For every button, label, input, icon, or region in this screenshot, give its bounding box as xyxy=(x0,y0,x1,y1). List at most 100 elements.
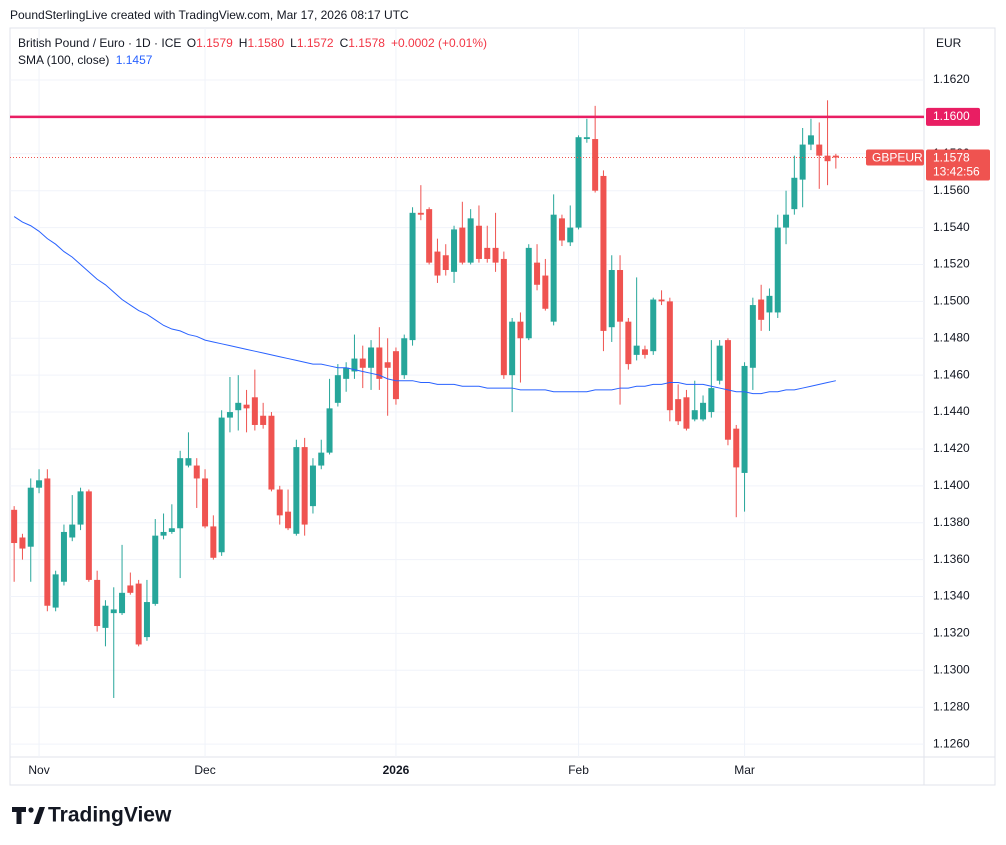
candle-body xyxy=(334,375,341,403)
candle-body xyxy=(202,478,209,527)
candle-body xyxy=(442,255,449,271)
chart-frame xyxy=(9,27,996,786)
candle-body xyxy=(384,362,391,368)
candle-body xyxy=(824,155,831,162)
candle-body xyxy=(774,227,781,313)
candle-body xyxy=(260,415,267,425)
candle-body xyxy=(749,305,756,368)
candle-body xyxy=(52,574,59,608)
candle-body xyxy=(409,212,416,341)
candle-body xyxy=(235,402,242,411)
candle-body xyxy=(592,139,599,191)
candle-body xyxy=(716,345,723,381)
grid xyxy=(10,28,924,757)
candle-body xyxy=(484,247,491,259)
y-tick-label: 1.1300 xyxy=(933,662,970,676)
candle-body xyxy=(251,397,258,425)
y-tick-label: 1.1520 xyxy=(933,257,970,271)
candle-body xyxy=(666,301,673,411)
candle-body xyxy=(376,347,383,379)
ohlc-key: O xyxy=(186,36,197,50)
candle-body xyxy=(85,491,92,580)
candle-body xyxy=(475,225,482,259)
candle-body xyxy=(550,214,557,322)
countdown: 13:42:56 xyxy=(933,165,980,179)
candle-body xyxy=(210,526,217,558)
candle-body xyxy=(36,480,43,488)
candle-body xyxy=(177,458,184,529)
candle-body xyxy=(285,511,292,529)
plot xyxy=(10,100,924,698)
legend-sma: SMA (100, close) 1.1457 xyxy=(18,53,152,67)
ohlc-key: L xyxy=(290,36,297,50)
candle-body xyxy=(758,299,765,320)
last-price-box xyxy=(926,149,990,181)
ohlc-value: 1.1578 xyxy=(348,36,385,50)
x-tick-label: Feb xyxy=(568,763,589,777)
candle-body xyxy=(451,229,458,272)
y-tick-label: 1.1340 xyxy=(933,589,970,603)
price-label-box xyxy=(926,107,980,126)
candle-body xyxy=(127,585,134,593)
currency: EUR xyxy=(936,36,962,50)
candle-body xyxy=(152,535,159,604)
candle-body xyxy=(359,358,366,368)
ohlc-value: 1.1579 xyxy=(196,36,233,50)
y-tick-label: 1.1480 xyxy=(933,330,970,344)
y-tick-label: 1.1260 xyxy=(933,736,970,750)
candle-body xyxy=(185,458,192,466)
candle-body xyxy=(700,402,707,420)
candle-body xyxy=(741,365,748,473)
candle-body xyxy=(226,412,233,418)
candle-body xyxy=(625,321,632,365)
brand-logo xyxy=(12,807,45,824)
candle-body xyxy=(243,404,250,409)
candle-body xyxy=(641,349,648,355)
candle-body xyxy=(807,135,814,145)
candle-body xyxy=(467,218,474,263)
candle-body xyxy=(301,447,308,525)
candle-body xyxy=(633,345,640,355)
ohlc-value: 1.1572 xyxy=(296,36,334,50)
candle-body xyxy=(417,212,424,215)
candle-body xyxy=(351,358,358,372)
candle-body xyxy=(733,428,740,468)
candle-body xyxy=(268,415,275,490)
candle-body xyxy=(617,270,624,322)
candle-body xyxy=(326,408,333,453)
candle-body xyxy=(392,351,399,400)
candle-body xyxy=(343,367,350,379)
candle-body xyxy=(542,275,549,309)
candle-body xyxy=(517,321,524,339)
candle-body xyxy=(650,299,657,352)
candle-body xyxy=(558,218,565,241)
symbol: British Pound / Euro · 1D · ICE xyxy=(18,36,182,50)
x-tick-label: Nov xyxy=(28,763,49,777)
brand: TradingView xyxy=(48,804,172,827)
candle-body xyxy=(567,227,574,243)
candle-body xyxy=(44,478,51,606)
y-tick-label: 1.1380 xyxy=(933,515,970,529)
logo-mark xyxy=(33,807,45,824)
y-tick-label: 1.1620 xyxy=(933,72,970,86)
candle-body xyxy=(691,410,698,420)
y-tick-label: 1.1420 xyxy=(933,441,970,455)
candle-body xyxy=(683,397,690,429)
candle-body xyxy=(434,251,441,276)
logo-mark xyxy=(12,807,26,824)
candle-body xyxy=(658,299,665,302)
candle-body xyxy=(816,144,823,156)
candle-body xyxy=(27,487,34,547)
candle-body xyxy=(102,605,109,628)
candle-body xyxy=(19,537,26,549)
y-tick-label: 1.1440 xyxy=(933,404,970,418)
candle-body xyxy=(575,137,582,228)
candle-body xyxy=(193,465,200,479)
y-tick-label: 1.1280 xyxy=(933,699,970,713)
candle-body xyxy=(525,247,532,339)
x-tick-label: Dec xyxy=(194,763,215,777)
axes: 1.1260 1.1280 1.1300 1.1320 1.1340 1.1360 1.13… xyxy=(28,36,990,777)
candle-body xyxy=(11,509,18,544)
candle-body xyxy=(509,321,516,376)
candle-body xyxy=(459,227,466,263)
